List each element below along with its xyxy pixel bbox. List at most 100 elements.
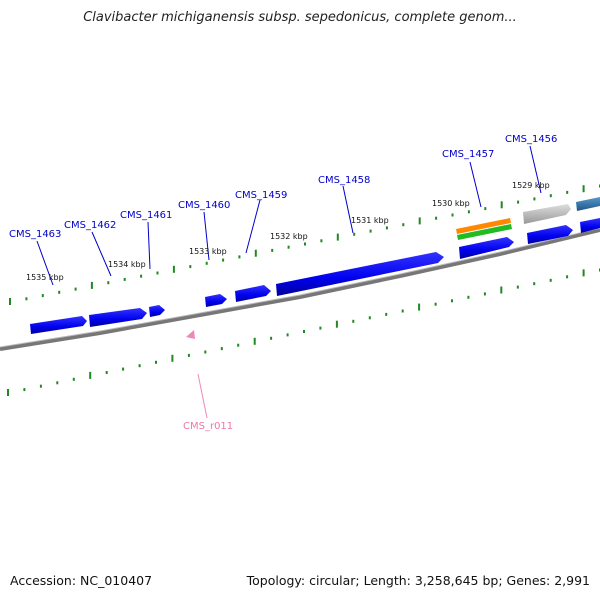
- tick-mark: [41, 294, 44, 298]
- tick-mark: [189, 265, 192, 269]
- tick-mark: [500, 286, 503, 294]
- tick-mark: [500, 201, 503, 209]
- tick-mark: [222, 258, 225, 262]
- tick-mark: [237, 343, 240, 347]
- tick-mark: [385, 226, 388, 230]
- tick-mark: [138, 364, 141, 368]
- tick-mark: [270, 336, 273, 340]
- gene-label-cms-1456[interactable]: CMS_1456: [505, 134, 557, 145]
- tick-mark: [352, 319, 355, 323]
- kbp-label-1530: 1530 kbp: [432, 199, 470, 208]
- tick-mark: [566, 275, 569, 279]
- tick-mark: [368, 316, 371, 320]
- tick-mark: [123, 277, 126, 281]
- gene-label-cms-1461[interactable]: CMS_1461: [120, 210, 172, 221]
- tick-mark: [107, 281, 110, 285]
- tick-mark: [253, 337, 256, 345]
- tick-mark: [369, 229, 372, 233]
- gene-label-cms-1459[interactable]: CMS_1459: [235, 190, 287, 201]
- tick-mark: [304, 242, 306, 246]
- tick-mark: [171, 354, 174, 362]
- gene-arrow-cms-1456[interactable]: [527, 225, 573, 244]
- genome-summary-text: Topology: circular; Length: 3,258,645 bp…: [246, 573, 590, 588]
- tick-mark: [517, 200, 520, 204]
- tick-mark: [172, 265, 175, 273]
- tick-mark: [582, 185, 585, 193]
- tick-mark: [533, 197, 536, 201]
- feature-steel[interactable]: [576, 197, 600, 211]
- tick-mark: [90, 281, 93, 289]
- tick-mark: [320, 239, 323, 243]
- tick-mark: [335, 320, 338, 328]
- gene-arrow-right-edge[interactable]: [580, 218, 600, 233]
- tick-mark: [155, 360, 157, 364]
- feature-orange[interactable]: [456, 218, 511, 234]
- tick-mark: [286, 333, 289, 337]
- gene-arrow-cms-1460[interactable]: [205, 294, 227, 307]
- gene-label-cms-1462[interactable]: CMS_1462: [64, 220, 116, 231]
- tick-mark: [319, 326, 322, 330]
- gene-label-cms-1463[interactable]: CMS_1463: [9, 229, 61, 240]
- map-title: Clavibacter michiganensis subsp. sepedon…: [83, 10, 517, 25]
- tick-mark: [385, 312, 388, 316]
- gene-arrow-cms-1458[interactable]: [276, 252, 444, 296]
- tick-mark: [105, 371, 108, 374]
- tick-mark: [402, 223, 405, 227]
- kbp-label-1533: 1533 kbp: [189, 247, 227, 256]
- tick-mark: [156, 271, 159, 275]
- accession-text: Accession: NC_010407: [10, 573, 153, 588]
- tick-mark: [434, 302, 437, 306]
- tick-mark: [435, 216, 438, 220]
- gene-arrow-cms-1457[interactable]: [459, 237, 514, 259]
- tick-mark: [271, 248, 274, 252]
- gene-label-cms-1457[interactable]: CMS_1457: [442, 149, 494, 160]
- tick-mark: [451, 299, 453, 303]
- rrna-marker-cms-r011[interactable]: [186, 330, 195, 339]
- tick-mark: [549, 278, 552, 282]
- tick-mark: [74, 287, 77, 291]
- tick-mark: [238, 255, 241, 259]
- tick-mark: [303, 330, 305, 333]
- tick-mark: [483, 292, 486, 296]
- gene-track: [30, 197, 600, 339]
- rrna-leader-line: [197, 373, 208, 419]
- tick-mark: [467, 210, 470, 214]
- tick-mark: [484, 207, 487, 211]
- gene-label-cms-1460[interactable]: CMS_1460: [178, 200, 230, 211]
- kbp-label-1532: 1532 kbp: [270, 232, 308, 241]
- tick-mark: [187, 353, 190, 357]
- tick-mark: [287, 245, 290, 249]
- tick-mark: [89, 371, 92, 379]
- tick-mark: [39, 384, 42, 388]
- tick-mark: [9, 298, 11, 305]
- tick-mark: [204, 350, 207, 354]
- kbp-label-1534: 1534 kbp: [108, 260, 146, 269]
- feature-green[interactable]: [457, 224, 512, 240]
- tick-mark: [418, 303, 421, 311]
- gene-arrow-cms-1463[interactable]: [30, 316, 87, 334]
- kbp-label-1535: 1535 kbp: [26, 273, 64, 282]
- kbp-label-1529: 1529 kbp: [512, 181, 550, 190]
- gene-arrow-cms-1459[interactable]: [235, 285, 271, 302]
- tick-mark: [533, 282, 536, 286]
- gene-label-cms-1458[interactable]: CMS_1458: [318, 175, 370, 186]
- gene-arrow-cms-1462[interactable]: [89, 308, 147, 327]
- tick-mark: [220, 347, 223, 351]
- rrna-label-cms-r011[interactable]: CMS_r011: [183, 421, 233, 432]
- tick-mark: [72, 377, 75, 381]
- tick-mark: [418, 217, 421, 225]
- tick-mark: [336, 233, 339, 241]
- tick-mark: [401, 309, 404, 313]
- genome-backbone: [0, 228, 600, 351]
- tick-mark: [516, 285, 519, 289]
- feature-gray[interactable]: [523, 204, 571, 224]
- tick-mark: [566, 190, 569, 194]
- tick-mark: [58, 290, 61, 294]
- tick-mark: [25, 297, 28, 301]
- tick-mark: [254, 249, 257, 257]
- tick-mark: [549, 194, 552, 198]
- tick-mark: [205, 261, 208, 265]
- kbp-label-1531: 1531 kbp: [351, 216, 389, 225]
- gene-arrow-cms-1461[interactable]: [149, 305, 165, 317]
